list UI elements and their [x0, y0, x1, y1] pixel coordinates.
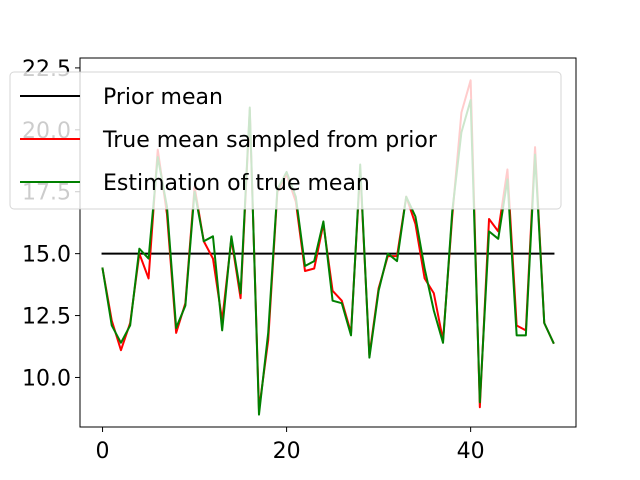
y-tick-label: 12.5 — [22, 305, 71, 330]
legend: Prior mean True mean sampled from prior Es… — [9, 71, 562, 210]
x-tick-label: 0 — [96, 439, 110, 464]
axes-frame — [79, 57, 577, 428]
plot-area — [101, 79, 555, 416]
legend-label-1: Prior mean — [103, 85, 223, 110]
legend-box — [9, 71, 562, 210]
series-line-3 — [101, 99, 555, 416]
x-tick-label: 40 — [457, 439, 485, 464]
legend-label-3: Estimation of true mean — [103, 171, 370, 196]
y-tick-label: 15.0 — [22, 243, 71, 268]
legend-label-2: True mean sampled from prior — [102, 128, 438, 153]
x-tick-label: 20 — [273, 439, 301, 464]
y-tick-label: 10.0 — [22, 366, 71, 391]
